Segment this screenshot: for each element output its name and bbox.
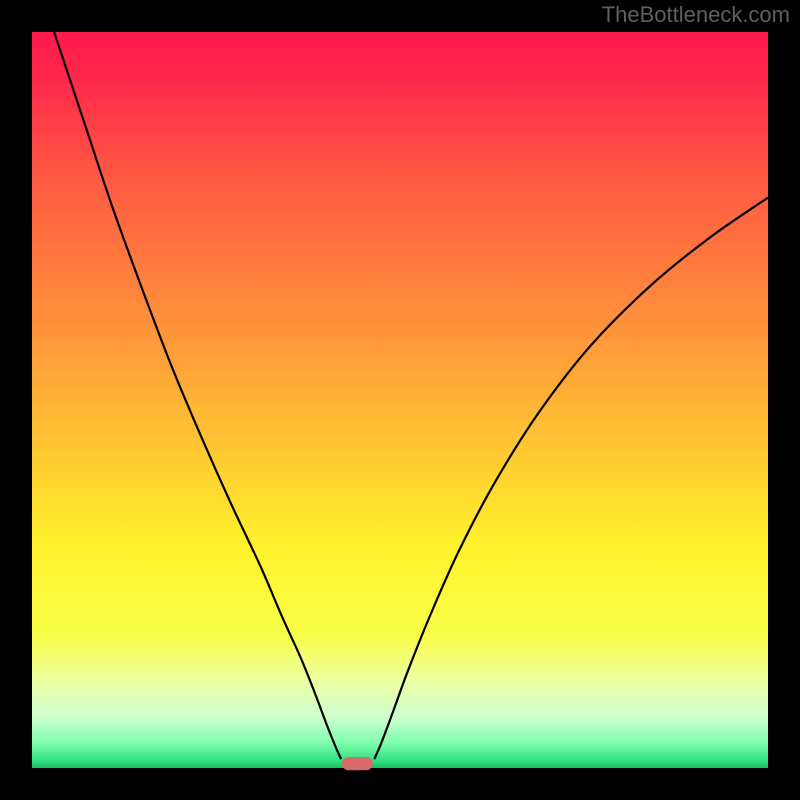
- chart-container: TheBottleneck.com: [0, 0, 800, 800]
- watermark-text: TheBottleneck.com: [602, 2, 790, 28]
- bottleneck-chart: [0, 0, 800, 800]
- optimal-marker: [342, 757, 373, 770]
- plot-background: [32, 32, 768, 768]
